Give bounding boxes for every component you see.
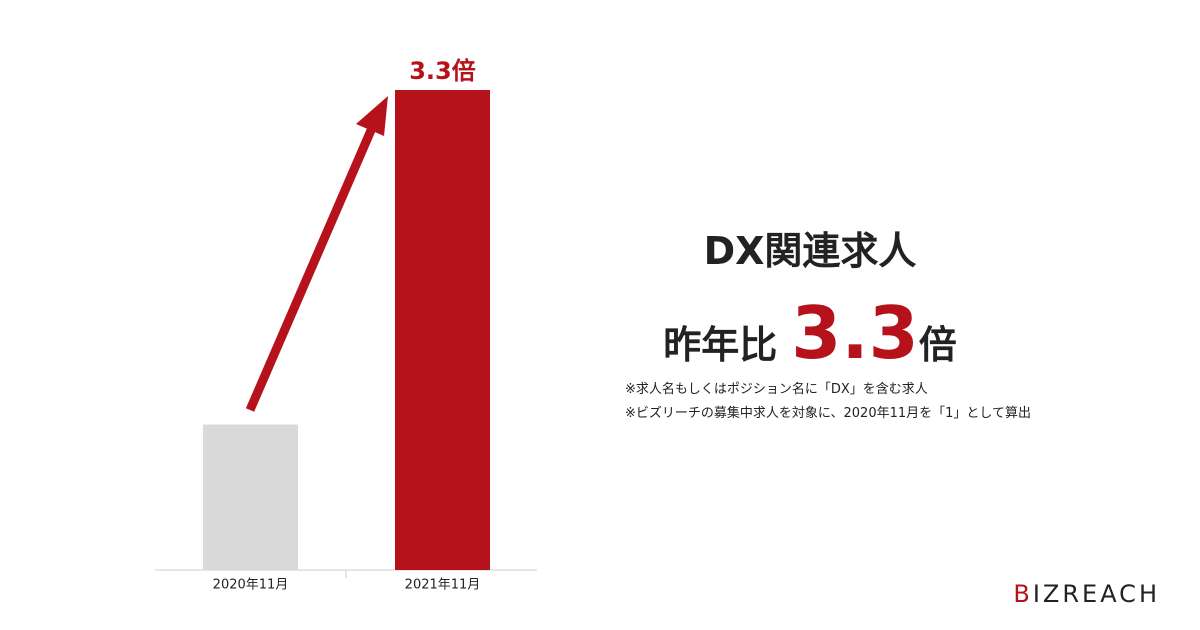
arrow-head: [356, 96, 388, 136]
bar: [395, 90, 490, 570]
notes: ※求人名もしくはポジション名に「DX」を含む求人 ※ビズリーチの募集中求人を対象…: [625, 378, 1031, 426]
summary-panel: DX関連求人 昨年比 3.3倍: [600, 220, 1020, 375]
note: ※ビズリーチの募集中求人を対象に、2020年11月を「1」として算出: [625, 406, 1032, 421]
ratio: 昨年比 3.3倍: [600, 291, 1020, 375]
growth-arrow: [245, 126, 377, 412]
logo: BIZREACH: [1013, 580, 1160, 608]
panel-title: DX関連求人: [703, 229, 917, 273]
ratio-unit: 倍: [918, 323, 957, 367]
ratio-value: 3.3: [791, 291, 919, 375]
ratio-prefix: 昨年比: [663, 323, 778, 367]
bar: [203, 424, 298, 570]
value-label: 3.3倍: [409, 57, 476, 85]
x-tick-label: 2021年11月: [405, 578, 481, 593]
chart: 2020年11月 2021年11月 3.3倍: [155, 57, 537, 593]
note: ※求人名もしくはポジション名に「DX」を含む求人: [625, 382, 928, 397]
x-tick-label: 2020年11月: [213, 578, 289, 593]
